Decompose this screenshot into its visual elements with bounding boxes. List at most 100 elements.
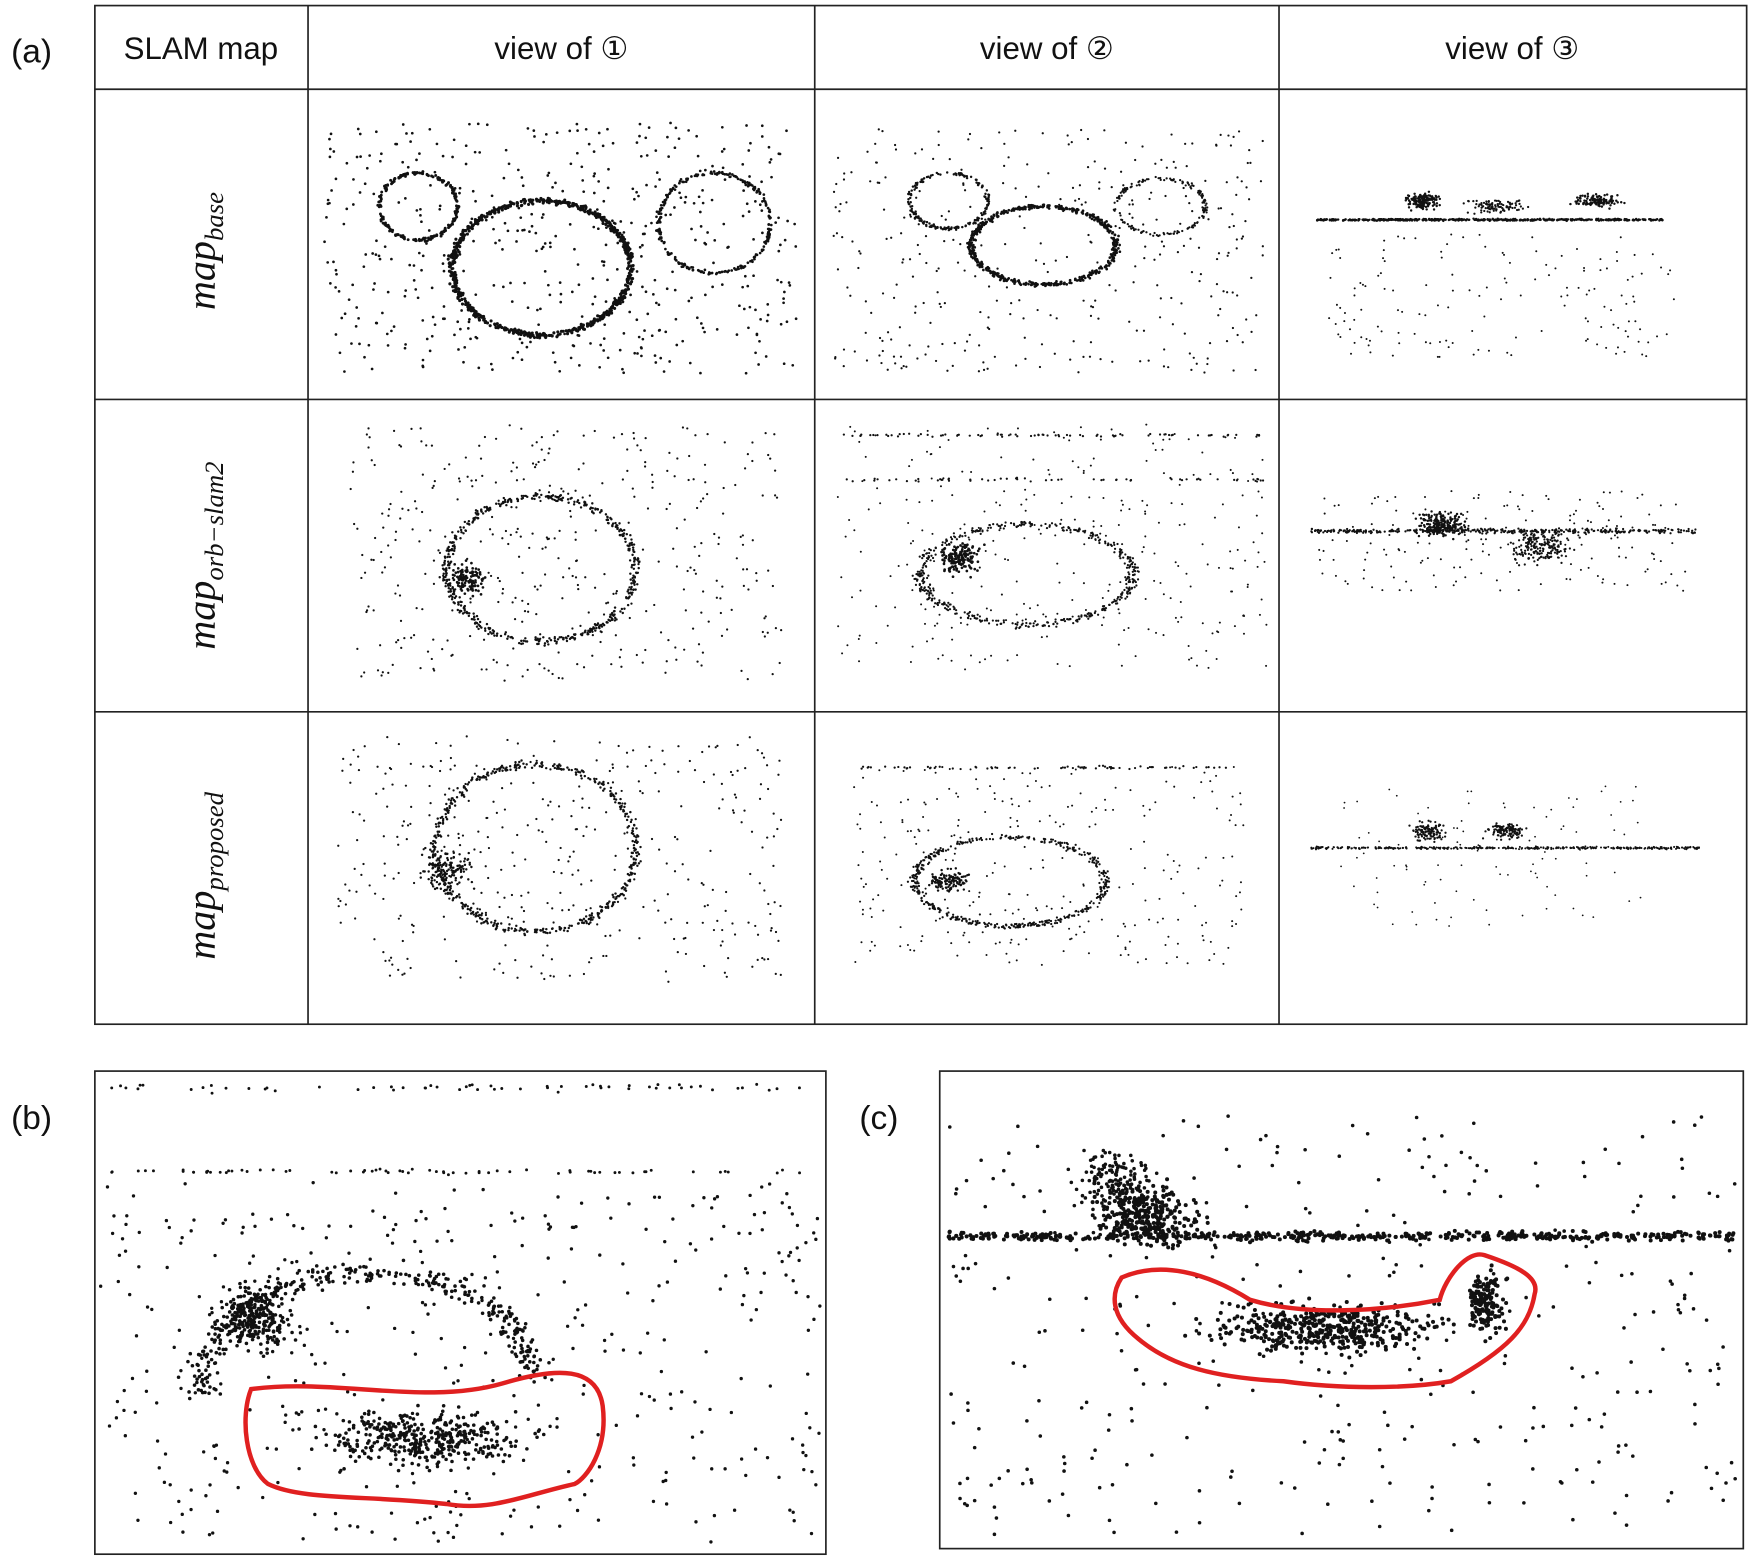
point <box>401 234 405 237</box>
point <box>990 654 993 657</box>
point <box>365 609 369 612</box>
point <box>1624 330 1627 333</box>
point <box>1205 211 1208 214</box>
point <box>463 299 468 303</box>
point <box>583 500 586 504</box>
point <box>709 272 712 275</box>
point <box>498 323 502 327</box>
point <box>483 435 487 439</box>
point <box>983 195 986 198</box>
point <box>566 498 570 501</box>
point <box>628 547 631 551</box>
point <box>938 302 941 306</box>
point <box>1598 204 1601 208</box>
point <box>908 258 912 261</box>
point <box>546 196 550 200</box>
point <box>562 576 565 579</box>
point <box>982 223 986 227</box>
point <box>442 229 446 233</box>
point <box>684 609 687 612</box>
point <box>994 553 997 556</box>
point <box>365 433 368 436</box>
point <box>447 553 450 556</box>
point <box>1383 239 1386 242</box>
point <box>1583 269 1586 272</box>
point <box>622 532 626 535</box>
point <box>422 237 426 241</box>
point <box>1364 285 1367 288</box>
point <box>1039 242 1042 245</box>
point <box>637 560 640 563</box>
point <box>503 204 507 208</box>
point <box>1519 294 1522 297</box>
point <box>1165 166 1168 169</box>
point <box>1599 258 1602 261</box>
point <box>960 168 963 171</box>
point <box>367 343 371 347</box>
point <box>769 457 772 460</box>
point <box>701 189 704 192</box>
point <box>565 637 568 640</box>
point <box>494 481 497 484</box>
point <box>746 261 750 265</box>
point <box>677 261 680 264</box>
point <box>476 122 480 126</box>
point <box>1337 333 1340 336</box>
point <box>611 524 614 527</box>
point <box>617 300 621 304</box>
point <box>1423 201 1427 204</box>
point <box>461 293 465 297</box>
panel-label: (b) <box>11 1100 52 1137</box>
point <box>352 178 355 181</box>
point <box>633 197 636 201</box>
point <box>632 578 636 582</box>
point <box>752 186 756 189</box>
point <box>717 536 721 539</box>
point <box>456 584 460 587</box>
point <box>598 215 602 219</box>
point <box>1432 208 1436 211</box>
point <box>1191 226 1195 229</box>
point <box>555 131 559 134</box>
point <box>749 259 752 263</box>
point <box>730 269 734 272</box>
point <box>836 268 840 271</box>
point <box>467 320 471 324</box>
point <box>881 349 884 353</box>
point <box>775 496 779 499</box>
point <box>1077 197 1081 201</box>
point <box>939 305 942 309</box>
point <box>582 327 587 331</box>
point <box>1072 572 1075 575</box>
point <box>748 305 752 309</box>
point <box>419 207 422 211</box>
point <box>1204 204 1207 207</box>
point <box>1089 314 1093 317</box>
point <box>959 243 962 246</box>
point <box>644 648 647 652</box>
point <box>1616 194 1619 197</box>
point <box>1019 207 1022 211</box>
point <box>1240 237 1243 240</box>
point <box>711 164 714 168</box>
point <box>842 178 846 181</box>
point <box>516 168 520 172</box>
point <box>1585 339 1588 342</box>
point <box>1219 307 1222 311</box>
point <box>987 202 990 205</box>
point <box>428 127 432 131</box>
point <box>499 634 503 638</box>
point <box>1055 280 1058 283</box>
point <box>1383 260 1386 263</box>
point <box>450 547 454 551</box>
point <box>1135 329 1138 332</box>
point <box>695 134 698 138</box>
point <box>1423 193 1426 197</box>
point <box>480 579 484 582</box>
point <box>1024 618 1027 621</box>
point <box>1168 438 1171 441</box>
point <box>525 345 529 349</box>
point <box>526 127 530 130</box>
point <box>1192 356 1195 359</box>
point <box>1328 317 1331 320</box>
